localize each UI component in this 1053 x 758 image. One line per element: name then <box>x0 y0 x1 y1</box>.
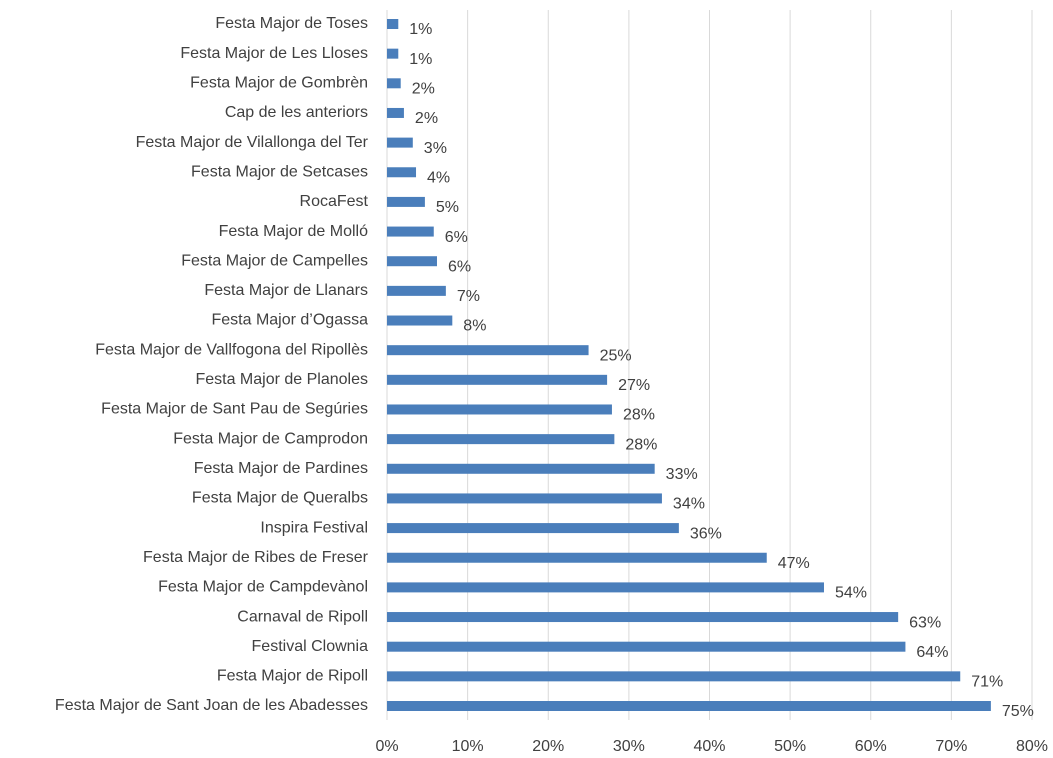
x-tick-label: 0% <box>375 738 398 755</box>
x-tick-label: 50% <box>774 738 806 755</box>
bar <box>387 107 404 118</box>
data-label: 34% <box>673 496 705 513</box>
data-label: 6% <box>445 229 468 246</box>
data-label: 7% <box>457 288 480 305</box>
y-tick-label: Festa Major de Queralbs <box>192 490 368 507</box>
bar <box>387 19 399 29</box>
y-tick-label: Festa Major de Vilallonga del Ter <box>136 134 369 151</box>
y-tick-label: Festa Major de Sant Joan de les Abadesse… <box>55 697 368 714</box>
bar <box>387 256 437 267</box>
y-tick-label: Festa Major de Setcases <box>191 163 368 180</box>
data-label: 64% <box>916 644 948 661</box>
y-tick-label: Festa Major de Gombrèn <box>190 75 368 92</box>
bar <box>387 285 446 296</box>
data-label: 71% <box>971 674 1003 691</box>
data-label: 36% <box>690 525 722 542</box>
bar <box>387 196 425 207</box>
y-tick-label: Festa Major de Ribes de Freser <box>143 549 369 566</box>
data-label: 6% <box>448 258 471 275</box>
data-label: 25% <box>600 347 632 364</box>
data-label: 1% <box>409 51 432 68</box>
data-label: 3% <box>424 140 447 157</box>
y-tick-label: Festa Major d’Ogassa <box>211 312 368 329</box>
x-tick-label: 20% <box>532 738 564 755</box>
bar <box>387 641 906 652</box>
data-label: 2% <box>412 81 435 98</box>
y-tick-label: Festa Major de Camprodon <box>173 430 368 447</box>
y-tick-label: Festa Major de Ripoll <box>217 668 368 685</box>
bar <box>387 315 453 326</box>
x-tick-label: 30% <box>613 738 645 755</box>
data-label: 75% <box>1002 703 1034 720</box>
y-tick-label: Cap de les anteriors <box>225 104 368 121</box>
y-tick-label: Festa Major de Pardines <box>194 460 368 477</box>
bar <box>387 463 655 474</box>
y-tick-label: Festa Major de Vallfogona del Ripollès <box>95 341 368 358</box>
y-tick-label: Festa Major de Campdevànol <box>158 579 368 596</box>
data-label: 5% <box>436 199 459 216</box>
data-label: 28% <box>623 407 655 424</box>
bar <box>387 78 401 89</box>
data-label: 28% <box>625 436 657 453</box>
y-tick-label: Festa Major de Les Lloses <box>180 45 368 62</box>
data-label: 4% <box>427 169 450 186</box>
y-tick-label: Festa Major de Planoles <box>195 371 368 388</box>
data-label: 63% <box>909 614 941 631</box>
bar <box>387 167 417 178</box>
bar <box>387 345 589 356</box>
y-tick-label: Inspira Festival <box>260 519 368 536</box>
bar <box>387 582 824 593</box>
bar <box>387 612 899 623</box>
bar <box>387 434 615 445</box>
data-label: 27% <box>618 377 650 394</box>
x-tick-label: 60% <box>855 738 887 755</box>
data-label: 2% <box>415 110 438 127</box>
bar <box>387 374 608 385</box>
x-tick-label: 40% <box>693 738 725 755</box>
y-tick-label: Festival Clownia <box>252 638 369 655</box>
y-tick-label: Festa Major de Sant Pau de Segúries <box>101 401 368 418</box>
data-label: 47% <box>778 555 810 572</box>
x-tick-label: 10% <box>452 738 484 755</box>
data-label: 54% <box>835 585 867 602</box>
x-tick-label: 80% <box>1016 738 1048 755</box>
y-tick-label: RocaFest <box>300 193 369 210</box>
bar <box>387 552 767 563</box>
data-label: 33% <box>666 466 698 483</box>
bar <box>387 404 612 415</box>
bar <box>387 701 991 711</box>
bar <box>387 493 662 504</box>
y-tick-label: Festa Major de Molló <box>219 223 368 240</box>
bar <box>387 523 679 534</box>
y-tick-label: Festa Major de Campelles <box>181 252 368 269</box>
data-label: 8% <box>463 318 486 335</box>
bar <box>387 48 399 59</box>
bar <box>387 137 413 148</box>
bar <box>387 671 961 682</box>
y-tick-label: Carnaval de Ripoll <box>237 608 368 625</box>
y-tick-label: Festa Major de Llanars <box>204 282 368 299</box>
bar <box>387 226 434 237</box>
x-tick-label: 70% <box>935 738 967 755</box>
y-tick-label: Festa Major de Toses <box>215 15 368 32</box>
data-label: 1% <box>409 21 432 38</box>
